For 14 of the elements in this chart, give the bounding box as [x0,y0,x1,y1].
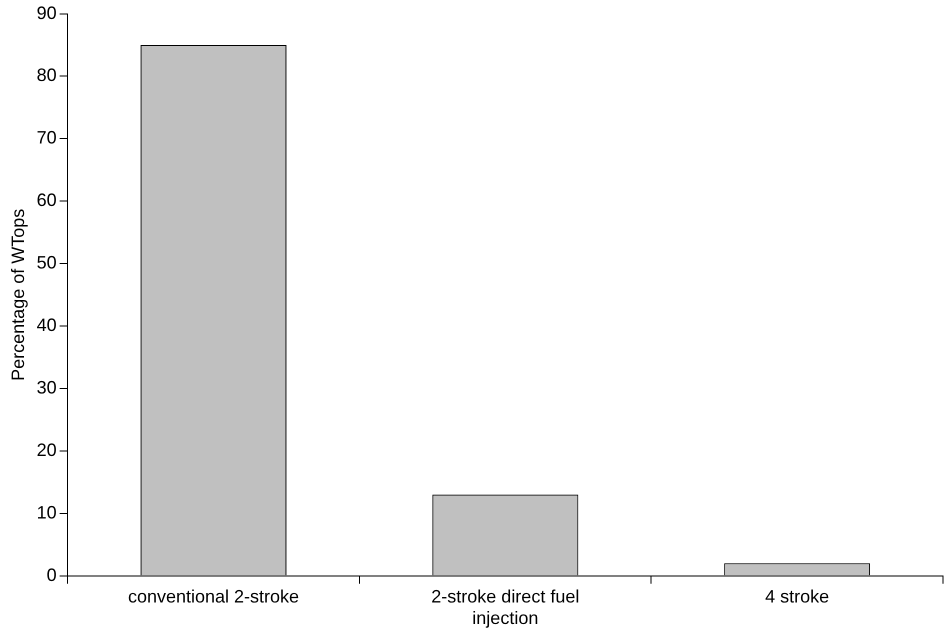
y-tick-label: 40 [36,314,57,335]
x-tick-label: 4 stroke [765,586,830,607]
y-tick-label: 90 [36,2,57,23]
y-tick-label: 0 [46,564,57,585]
x-tick-label: conventional 2-stroke [128,586,300,607]
y-tick-label: 60 [36,190,57,210]
y-axis-title: Percentage of WTops [8,208,28,381]
y-tick-label: 10 [36,502,57,522]
y-tick-label: 80 [36,65,57,86]
y-tick-label: 70 [36,128,57,148]
x-tick-label: 2-stroke direct fuel injection [431,586,580,628]
y-tick-label: 50 [36,252,57,273]
y-tick-label: 30 [36,377,57,398]
y-tick-label: 20 [36,440,57,460]
